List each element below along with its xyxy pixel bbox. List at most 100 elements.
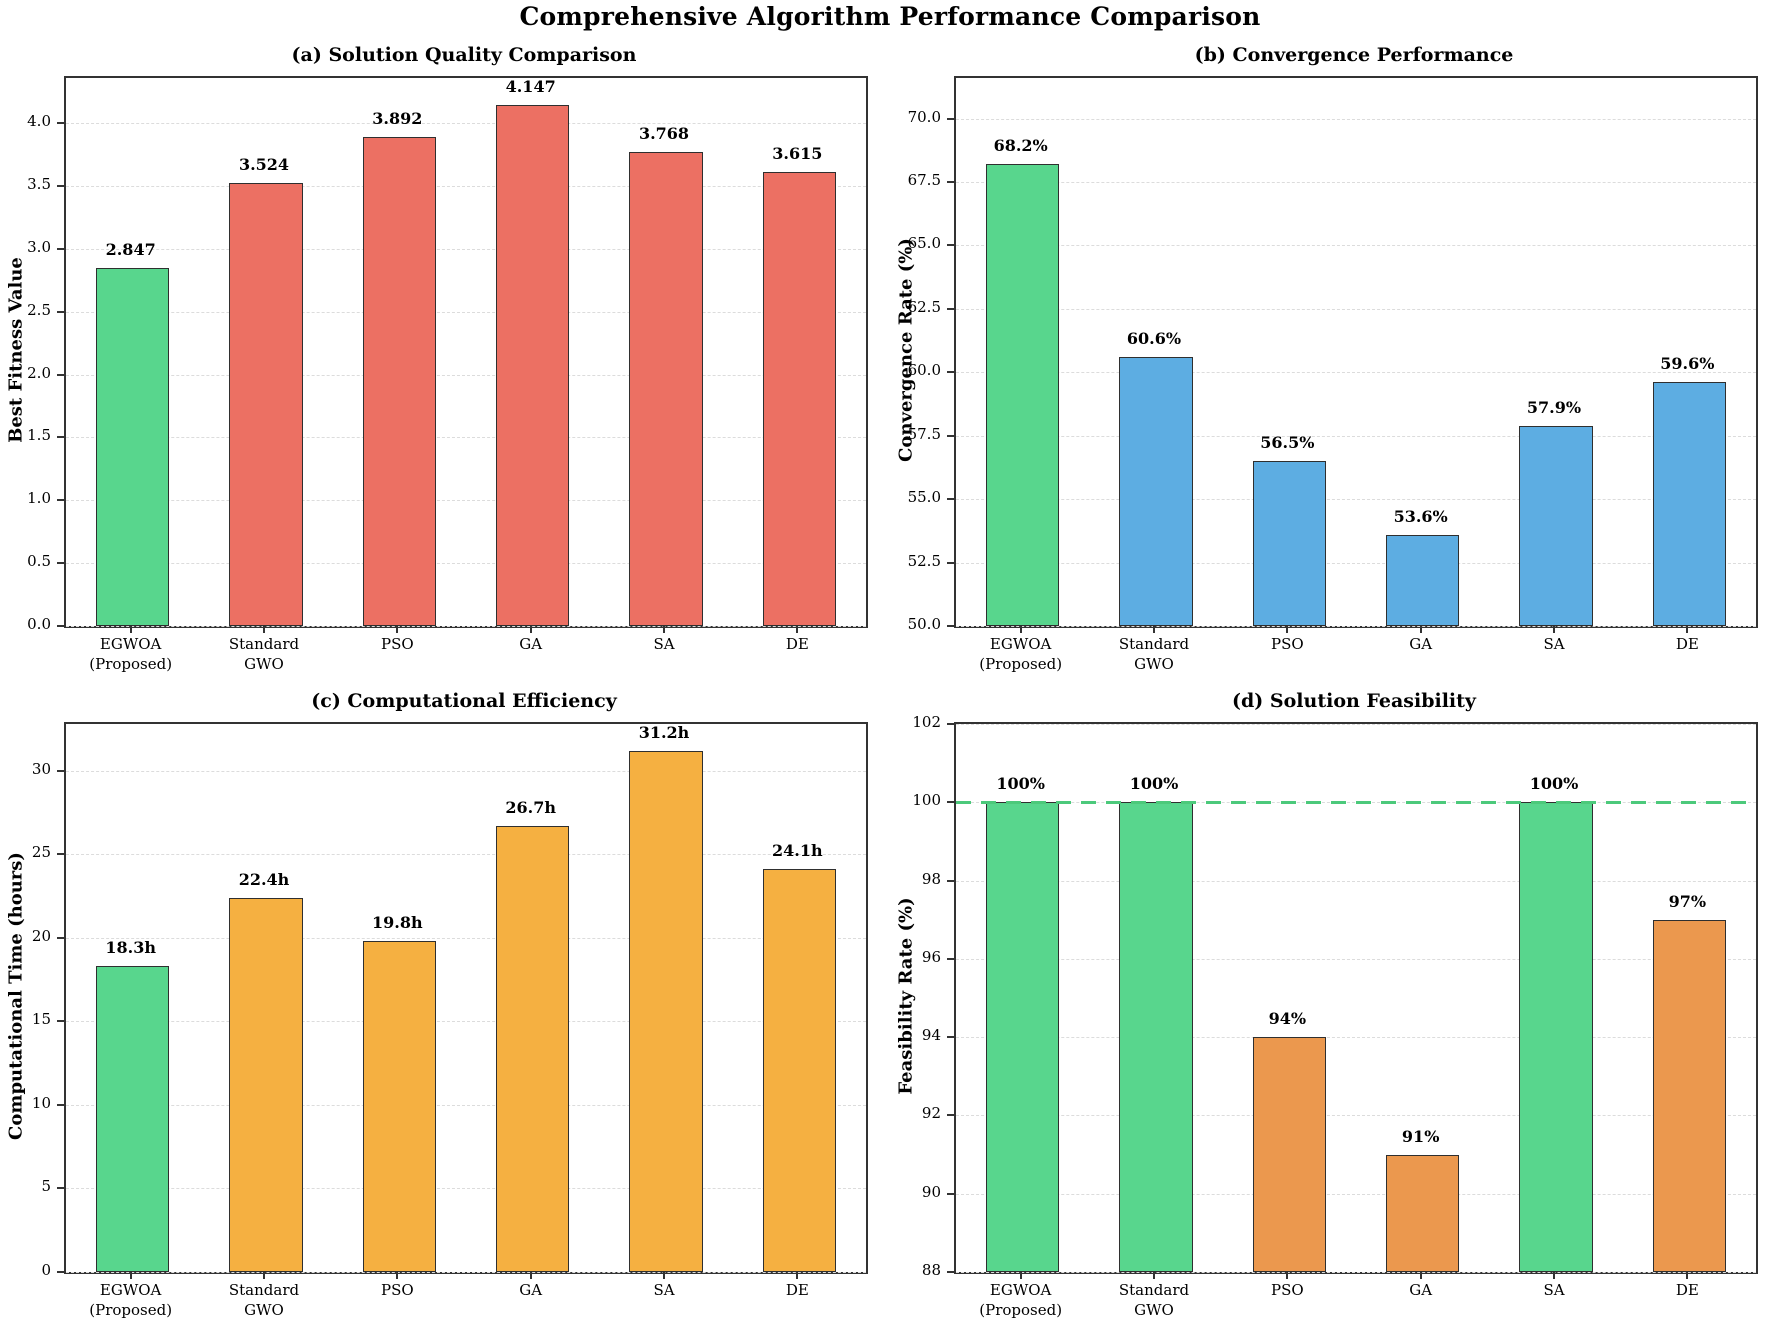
- y-tick-mark: [57, 499, 64, 502]
- x-tick-mark: [529, 1272, 532, 1279]
- y-tick-label: 0: [41, 1261, 51, 1279]
- bar-sa: [629, 750, 703, 1272]
- gridline: [66, 311, 866, 313]
- y-tick-label: 2.5: [27, 300, 51, 319]
- gridline: [956, 1115, 1756, 1117]
- x-tick-mark: [796, 1272, 799, 1279]
- y-tick-label: 1.5: [27, 426, 51, 445]
- gridline: [956, 626, 1756, 627]
- y-tick-mark: [57, 122, 64, 125]
- gridline: [66, 1104, 866, 1106]
- x-tick-label: EGWOA (Proposed): [89, 1281, 173, 1319]
- panel-feasibility-plot: [954, 722, 1758, 1274]
- x-tick-mark: [1553, 1272, 1555, 1279]
- y-tick-label: 88: [921, 1261, 941, 1279]
- bar-value-label: 56.5%: [1260, 433, 1315, 453]
- x-tick-mark: [1153, 1272, 1155, 1279]
- bar-value-label: 2.847: [105, 240, 156, 260]
- panel-solution-quality-title: (a) Solution Quality Comparison: [291, 44, 637, 66]
- bar-value-label: 19.8h: [372, 913, 423, 933]
- panel-convergence-plot: [954, 76, 1758, 628]
- x-tick-mark: [529, 626, 532, 633]
- gridline: [66, 1021, 866, 1023]
- x-tick-label: Standard GWO: [1118, 1281, 1190, 1319]
- panel-solution-quality-ylabel: Best Fitness Value: [5, 257, 27, 443]
- x-tick-mark: [263, 1272, 265, 1279]
- y-tick-label: 10: [31, 1093, 51, 1112]
- bar-value-label: 100%: [996, 774, 1045, 794]
- panel-computational-efficiency-title: (c) Computational Efficiency: [311, 690, 617, 712]
- y-tick-mark: [57, 1271, 64, 1273]
- bar-value-label: 94%: [1268, 1009, 1307, 1029]
- x-tick-label: PSO: [380, 1281, 414, 1299]
- x-tick-mark: [1686, 626, 1689, 633]
- x-tick-mark: [1286, 1272, 1289, 1279]
- gridline: [956, 562, 1756, 564]
- x-tick-label: GA: [519, 1281, 543, 1299]
- x-tick-mark: [1419, 626, 1422, 633]
- gridline: [956, 435, 1756, 437]
- y-tick-label: 0.5: [27, 552, 51, 571]
- x-tick-mark: [1419, 1272, 1422, 1279]
- y-tick-mark: [947, 498, 954, 501]
- y-tick-label: 65.0: [907, 234, 941, 253]
- bar-value-label: 24.1h: [772, 841, 823, 861]
- y-tick-mark: [57, 1103, 64, 1106]
- bar-value-label: 59.6%: [1660, 354, 1715, 374]
- bar-value-label: 3.768: [638, 124, 690, 144]
- x-tick-label: Standard GWO: [228, 635, 300, 673]
- x-tick-label: DE: [785, 635, 809, 653]
- panel-computational-efficiency: (c) Computational Efficiency Computation…: [0, 688, 890, 1334]
- y-tick-mark: [57, 247, 64, 250]
- x-tick-mark: [1553, 626, 1555, 633]
- bar-value-label: 3.524: [238, 155, 290, 175]
- gridline: [956, 1193, 1756, 1195]
- y-tick-mark: [947, 561, 954, 564]
- bar-value-label: 22.4h: [238, 869, 290, 889]
- x-tick-mark: [1019, 626, 1022, 633]
- bar-egwoa--proposed-: [986, 164, 1060, 626]
- gridline: [66, 123, 866, 125]
- y-tick-label: 94: [921, 1026, 941, 1045]
- bar-ga: [496, 104, 570, 626]
- x-tick-mark: [1153, 626, 1155, 633]
- y-tick-mark: [57, 1020, 64, 1023]
- y-tick-mark: [947, 244, 954, 247]
- gridline: [66, 248, 866, 250]
- y-tick-mark: [947, 1036, 954, 1039]
- x-tick-label: DE: [1675, 635, 1699, 653]
- gridline: [956, 1272, 1756, 1273]
- gridline: [956, 1037, 1756, 1039]
- bar-sa: [629, 152, 703, 626]
- x-tick-mark: [663, 626, 665, 633]
- y-tick-mark: [947, 181, 954, 184]
- y-tick-mark: [57, 1187, 64, 1190]
- x-tick-mark: [396, 1272, 399, 1279]
- gridline: [66, 1272, 866, 1273]
- bar-value-label: 91%: [1401, 1126, 1440, 1146]
- panel-feasibility: (d) Solution Feasibility Feasibility Rat…: [890, 688, 1780, 1334]
- gridline: [66, 437, 866, 439]
- bar-value-label: 4.147: [505, 76, 556, 96]
- y-tick-label: 67.5: [907, 171, 941, 190]
- panel-solution-quality: (a) Solution Quality Comparison Best Fit…: [0, 42, 890, 688]
- panel-feasibility-title: (d) Solution Feasibility: [1232, 690, 1476, 712]
- gridline: [956, 308, 1756, 310]
- x-tick-mark: [129, 1272, 132, 1279]
- bar-value-label: 53.6%: [1393, 506, 1448, 526]
- x-tick-mark: [396, 626, 399, 633]
- x-tick-mark: [1686, 1272, 1689, 1279]
- y-tick-mark: [947, 371, 954, 374]
- bar-pso: [362, 941, 436, 1272]
- y-tick-mark: [947, 801, 954, 804]
- y-tick-label: 102: [912, 713, 941, 731]
- bar-de: [762, 869, 836, 1272]
- gridline: [956, 958, 1756, 960]
- x-tick-label: GA: [519, 635, 543, 653]
- x-tick-label: EGWOA (Proposed): [979, 1281, 1063, 1319]
- y-tick-label: 98: [921, 869, 941, 888]
- y-tick-label: 4.0: [27, 112, 51, 131]
- bar-value-label: 3.892: [372, 108, 423, 128]
- gridline: [66, 626, 866, 627]
- x-tick-label: DE: [785, 1281, 809, 1299]
